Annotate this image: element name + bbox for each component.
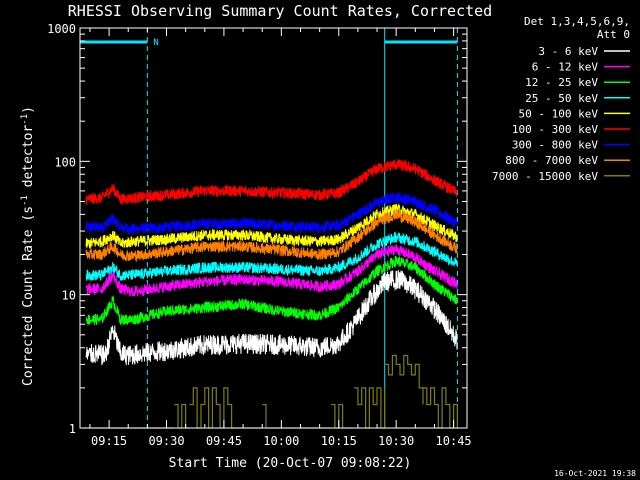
series-line-7000-15000keV bbox=[354, 387, 386, 429]
series-line-50-100keV bbox=[85, 203, 458, 249]
legend-label: 3 - 6 keV bbox=[538, 45, 598, 58]
x-tick-label: 09:15 bbox=[91, 434, 127, 448]
y-axis-label: Corrected Count Rate (s-1 detector-1) bbox=[20, 106, 36, 386]
y-tick-label: 10 bbox=[62, 289, 76, 303]
series-line-3-6keV bbox=[85, 269, 458, 366]
x-tick-label: 09:30 bbox=[148, 434, 184, 448]
series-line-6-12keV bbox=[85, 244, 458, 297]
legend-label: 300 - 800 keV bbox=[512, 139, 598, 152]
chart-title: RHESSI Observing Summary Count Rates, Co… bbox=[68, 2, 492, 20]
x-tick-label: 10:45 bbox=[436, 434, 472, 448]
legend-label: 25 - 50 keV bbox=[525, 92, 598, 105]
y-tick-label: 1 bbox=[69, 422, 76, 436]
series-line-300-800keV bbox=[85, 192, 458, 235]
legend-label: 6 - 12 keV bbox=[532, 61, 599, 74]
legend-label: 100 - 300 keV bbox=[512, 123, 598, 136]
y-tick-label: 100 bbox=[54, 155, 76, 169]
x-axis-label: Start Time (20-Oct-07 09:08:22) bbox=[169, 456, 412, 471]
night-bar-label: N bbox=[153, 38, 158, 48]
legend-label: 7000 - 15000 keV bbox=[492, 170, 598, 183]
legend-label: 50 - 100 keV bbox=[519, 107, 599, 120]
series-line-100-300keV bbox=[85, 159, 458, 205]
x-tick-label: 10:00 bbox=[263, 434, 299, 448]
series-line-7000-15000keV bbox=[189, 387, 236, 429]
generation-timestamp: 16-Oct-2021 19:38 bbox=[554, 469, 636, 478]
series-line-7000-15000keV bbox=[384, 354, 424, 405]
series-line-800-7000keV bbox=[85, 209, 458, 263]
x-tick-label: 09:45 bbox=[206, 434, 242, 448]
legend-header: Det 1,3,4,5,6,9, bbox=[524, 15, 630, 28]
x-tick-label: 10:30 bbox=[378, 434, 414, 448]
x-tick-label: 10:15 bbox=[321, 434, 357, 448]
series-line-25-50keV bbox=[85, 231, 458, 281]
plot-frame bbox=[79, 27, 468, 429]
axes: 1 10 100 1000 09:15 09:30 09:45 10:00 10:15 10:30… bbox=[47, 22, 472, 448]
legend-label: 800 - 7000 keV bbox=[505, 154, 598, 167]
y-tick-label: 1000 bbox=[47, 22, 76, 36]
legend-header: Att 0 bbox=[597, 28, 630, 41]
legend: Det 1,3,4,5,6,9,Att 0 3 - 6 keV 6 - 12 keV… bbox=[492, 15, 630, 183]
legend-label: 12 - 25 keV bbox=[525, 76, 598, 89]
series-line-12-25keV bbox=[85, 255, 458, 326]
